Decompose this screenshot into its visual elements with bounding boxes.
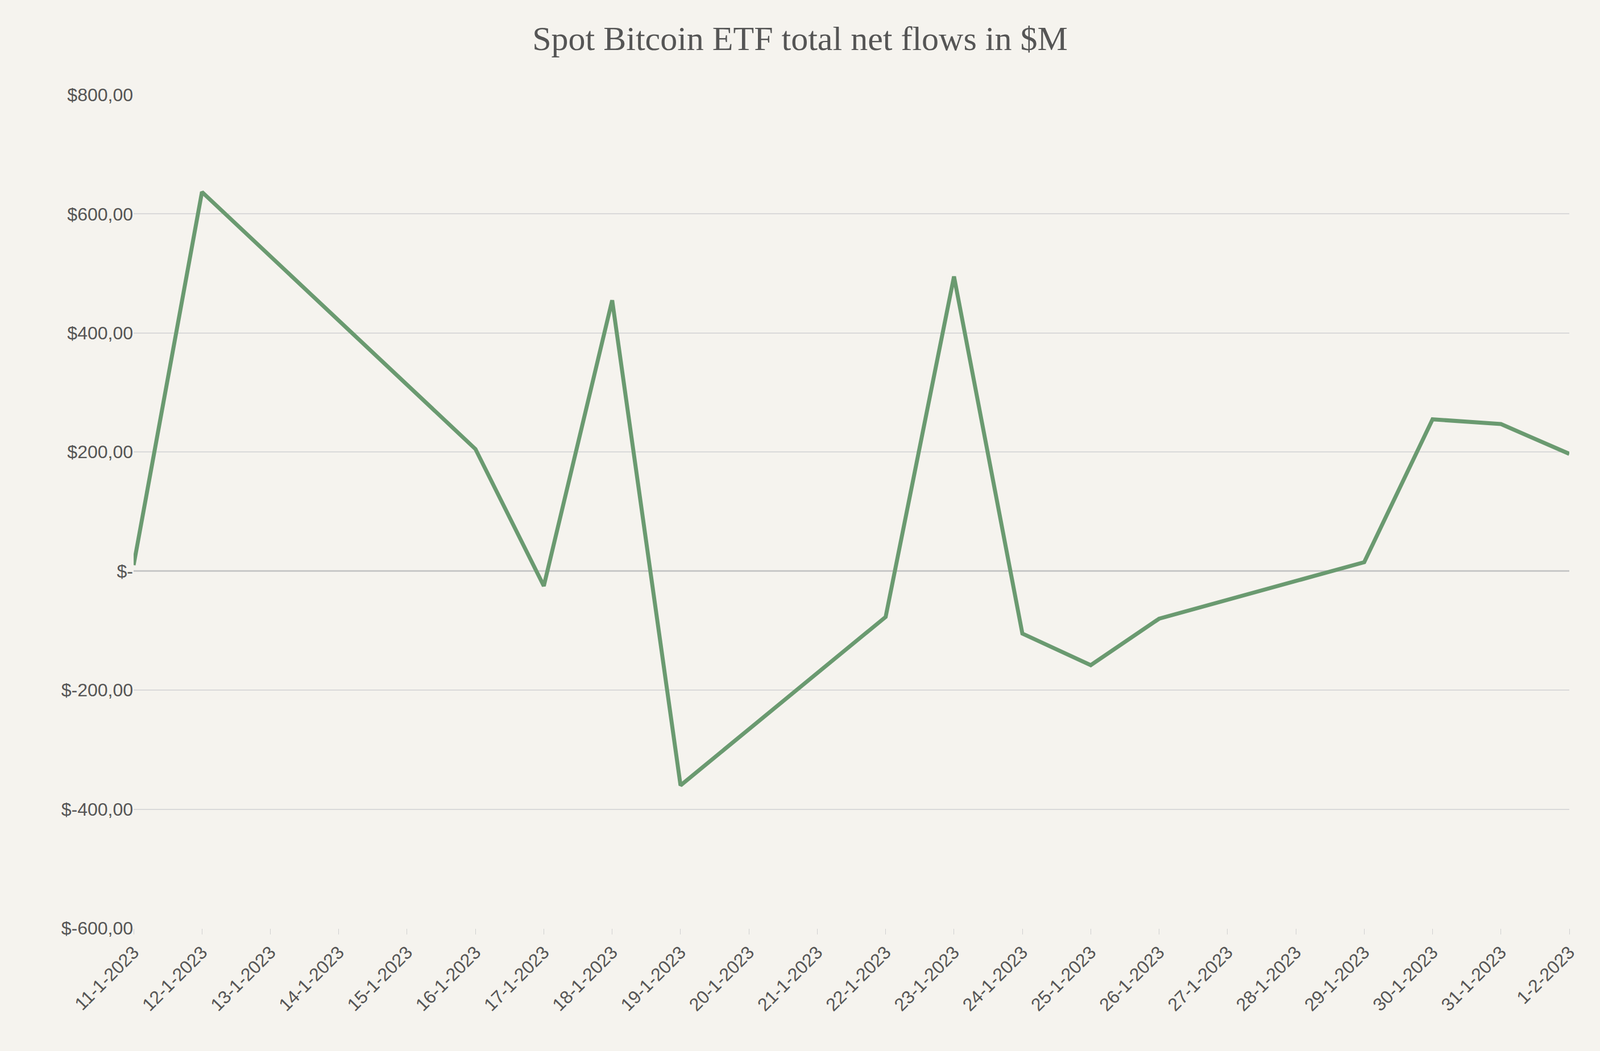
svg-text:12-1-2023: 12-1-2023 bbox=[138, 942, 212, 1016]
svg-text:24-1-2023: 24-1-2023 bbox=[958, 942, 1032, 1016]
svg-text:25-1-2023: 25-1-2023 bbox=[1026, 942, 1101, 1016]
svg-text:13-1-2023: 13-1-2023 bbox=[206, 942, 280, 1016]
svg-text:$400,00: $400,00 bbox=[67, 322, 134, 344]
svg-text:16-1-2023: 16-1-2023 bbox=[411, 942, 486, 1016]
svg-text:1-2-2023: 1-2-2023 bbox=[1512, 942, 1579, 1009]
svg-text:28-1-2023: 28-1-2023 bbox=[1232, 942, 1306, 1016]
svg-text:30-1-2023: 30-1-2023 bbox=[1368, 942, 1442, 1016]
svg-text:14-1-2023: 14-1-2023 bbox=[274, 942, 348, 1016]
svg-text:20-1-2023: 20-1-2023 bbox=[685, 942, 759, 1016]
svg-text:$-200,00: $-200,00 bbox=[61, 680, 134, 701]
svg-text:23-1-2023: 23-1-2023 bbox=[890, 942, 964, 1016]
svg-text:11-1-2023: 11-1-2023 bbox=[70, 942, 143, 1015]
svg-text:$-400,00: $-400,00 bbox=[61, 799, 134, 820]
svg-text:15-1-2023: 15-1-2023 bbox=[343, 942, 417, 1016]
svg-text:29-1-2023: 29-1-2023 bbox=[1300, 942, 1374, 1016]
svg-text:18-1-2023: 18-1-2023 bbox=[548, 942, 622, 1016]
svg-text:22-1-2023: 22-1-2023 bbox=[821, 942, 895, 1016]
svg-text:26-1-2023: 26-1-2023 bbox=[1095, 942, 1169, 1016]
svg-text:21-1-2023: 21-1-2023 bbox=[753, 942, 827, 1016]
svg-text:Spot Bitcoin ETF total net flo: Spot Bitcoin ETF total net flows in $M bbox=[532, 19, 1068, 58]
svg-text:31-1-2023: 31-1-2023 bbox=[1436, 942, 1511, 1016]
svg-text:$600,00: $600,00 bbox=[67, 204, 134, 225]
svg-text:$800,00: $800,00 bbox=[67, 84, 134, 106]
svg-text:$-: $- bbox=[117, 561, 134, 582]
svg-text:27-1-2023: 27-1-2023 bbox=[1163, 942, 1237, 1016]
svg-text:$-600,00: $-600,00 bbox=[61, 918, 134, 939]
svg-text:17-1-2023: 17-1-2023 bbox=[479, 942, 554, 1016]
svg-text:$200,00: $200,00 bbox=[67, 441, 134, 463]
svg-text:19-1-2023: 19-1-2023 bbox=[616, 942, 691, 1016]
